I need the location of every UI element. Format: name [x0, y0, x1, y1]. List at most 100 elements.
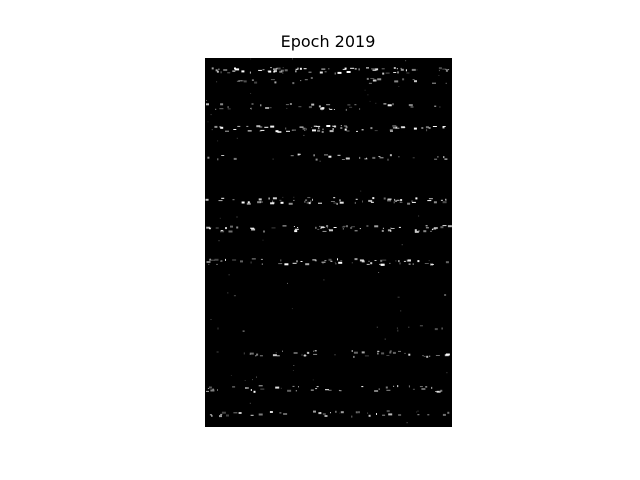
- speckle-band-13-dot: [368, 414, 371, 417]
- speckle-band-7-dot: [359, 228, 361, 230]
- background-noise-dot: [369, 100, 371, 102]
- speckle-band-8-dot: [210, 259, 215, 261]
- speckle-band-1-dot: [319, 71, 323, 74]
- speckle-band-5-dot: [221, 155, 225, 156]
- speckle-band-11-dot: [389, 351, 392, 354]
- speckle-band-7-dot: [342, 228, 344, 230]
- speckle-band-4-dot: [211, 129, 213, 131]
- speckle-band-1-dot: [273, 68, 277, 70]
- speckle-band-8-dot: [261, 263, 263, 265]
- speckle-band-4-dot: [432, 126, 437, 127]
- speckle-band-6-dot: [259, 201, 263, 203]
- speckle-band-2-dot: [402, 78, 405, 81]
- speckle-band-4-dot: [233, 129, 237, 130]
- speckle-band-1-dot: [328, 68, 330, 70]
- speckle-band-13-dot: [238, 412, 242, 414]
- speckle-band-11-dot: [361, 351, 365, 354]
- speckle-band-13-dot: [376, 413, 377, 415]
- speckle-band-4-dot: [277, 131, 282, 133]
- speckle-band-5-dot: [443, 156, 445, 159]
- speckle-band-6-dot: [445, 199, 447, 201]
- speckle-band-4-dot: [428, 127, 431, 129]
- speckle-band-1-dot: [216, 70, 219, 73]
- speckle-band-12-dot: [378, 388, 380, 390]
- speckle-band-4-dot: [237, 125, 241, 127]
- speckle-band-3-dot: [321, 108, 323, 111]
- speckle-band-5-dot: [389, 154, 392, 157]
- speckle-band-5-dot: [337, 154, 341, 156]
- speckle-band-11-dot: [243, 352, 245, 355]
- speckle-band-6-dot: [396, 199, 400, 201]
- speckle-band-7-dot: [293, 226, 295, 227]
- speckle-band-10-dot: [242, 330, 245, 332]
- speckle-band-3-dot: [345, 108, 347, 111]
- speckle-band-5-dot: [315, 158, 318, 161]
- speckle-band-6-dot: [411, 201, 416, 203]
- speckle-band-6-dot: [354, 201, 356, 204]
- speckle-band-7-dot: [354, 230, 358, 232]
- background-noise-dot: [418, 215, 420, 217]
- speckle-band-3-dot: [265, 107, 270, 109]
- speckle-band-4-dot: [329, 130, 334, 133]
- background-noise-dot: [262, 239, 264, 241]
- speckle-band-12-dot: [292, 385, 295, 387]
- speckle-band-11-dot: [313, 353, 318, 355]
- speckle-band-13-dot: [221, 411, 226, 414]
- speckle-band-3-dot: [354, 104, 357, 106]
- background-noise-dot: [256, 376, 257, 378]
- speckle-band-13-dot: [335, 410, 337, 413]
- background-noise-dot: [446, 372, 448, 374]
- speckle-band-7-dot: [230, 225, 233, 228]
- speckle-band-6-dot: [411, 200, 414, 202]
- speckle-band-10-dot: [434, 328, 438, 331]
- speckle-band-7-dot: [251, 228, 256, 231]
- speckle-band-1-dot: [270, 67, 272, 69]
- speckle-band-8-dot: [208, 263, 210, 265]
- speckle-band-5-dot: [297, 153, 300, 156]
- background-noise-dot: [275, 352, 277, 354]
- speckle-band-12-dot: [208, 386, 212, 389]
- speckle-band-2-dot: [368, 82, 372, 84]
- speckle-band-8-dot: [220, 260, 222, 262]
- background-noise-dot: [400, 310, 402, 312]
- speckle-band-11-dot: [435, 355, 440, 356]
- speckle-band-6-dot: [383, 197, 386, 200]
- speckle-band-2-dot: [243, 80, 247, 83]
- speckle-band-7-dot: [423, 230, 427, 233]
- speckle-band-7-dot: [418, 230, 420, 233]
- background-noise-dot: [252, 379, 253, 381]
- speckle-band-6-dot: [339, 199, 341, 202]
- speckle-band-13-dot: [340, 411, 344, 414]
- speckle-band-8-dot: [216, 263, 218, 265]
- speckle-band-1-dot: [337, 71, 342, 74]
- speckle-band-12-dot: [253, 390, 256, 393]
- speckle-band-5-dot: [233, 157, 237, 160]
- speckle-band-1-dot: [284, 69, 288, 72]
- speckle-band-1-dot: [249, 71, 251, 74]
- speckle-band-7-dot: [326, 225, 329, 227]
- speckle-band-4-dot: [256, 125, 261, 128]
- speckle-band-12-dot: [316, 386, 319, 388]
- speckle-band-6-dot: [218, 200, 223, 202]
- speckle-band-6-dot: [399, 201, 402, 203]
- speckle-band-6-dot: [305, 199, 308, 201]
- background-noise-dot: [210, 319, 212, 320]
- speckle-band-6-dot: [257, 201, 262, 204]
- speckle-band-3-dot: [359, 108, 361, 110]
- speckle-band-12-dot: [258, 385, 263, 387]
- speckle-band-12-dot: [245, 387, 249, 389]
- speckle-band-8-dot: [250, 261, 252, 264]
- speckle-band-3-dot: [347, 104, 351, 106]
- speckle-band-6-dot: [312, 198, 313, 201]
- speckle-band-7-dot: [414, 229, 417, 232]
- background-noise-dot: [282, 67, 284, 69]
- speckle-band-13-dot: [279, 412, 282, 414]
- speckle-band-7-dot: [447, 225, 452, 228]
- speckle-band-8-dot: [379, 263, 381, 265]
- speckle-band-6-dot: [307, 197, 311, 199]
- background-noise-dot: [328, 228, 330, 230]
- speckle-band-9-dot: [397, 296, 400, 298]
- speckle-band-11-dot: [386, 355, 390, 356]
- speckle-band-4-dot: [389, 129, 393, 132]
- speckle-band-1-dot: [220, 71, 222, 74]
